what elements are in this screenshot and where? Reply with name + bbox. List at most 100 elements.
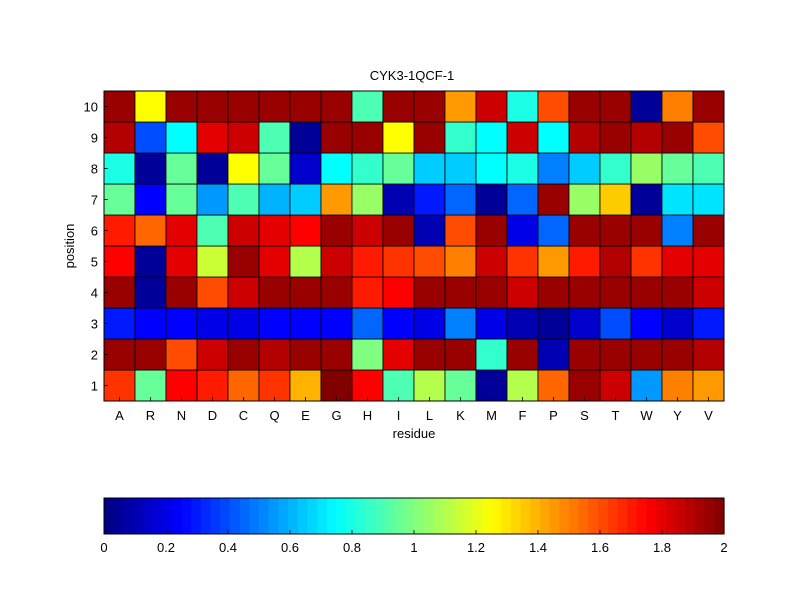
heatmap-cell [444, 214, 477, 247]
heatmap-cell [444, 90, 477, 123]
heatmap-cell [506, 90, 539, 123]
colorbar-segment [443, 498, 454, 534]
colorbar-segment [452, 498, 464, 534]
heatmap-cell [599, 338, 632, 371]
y-tick-label: 7 [91, 193, 98, 208]
heatmap-cell [227, 214, 260, 247]
heatmap-cell [196, 152, 229, 185]
heatmap-cell [506, 152, 539, 185]
colorbar-segment [665, 498, 677, 534]
heatmap-cell [661, 121, 694, 154]
colorbar-segment [656, 498, 667, 534]
heatmap-cell [165, 121, 198, 154]
heatmap-cell [537, 121, 570, 154]
heatmap-cell [258, 152, 291, 185]
heatmap-cell [134, 338, 167, 371]
heatmap-cell [537, 183, 570, 216]
heatmap-cell [320, 121, 353, 154]
x-tick-label: N [177, 408, 186, 423]
colorbar-segment [433, 498, 444, 534]
heatmap-cell [351, 152, 384, 185]
colorbar-segment [191, 498, 202, 534]
heatmap-cell [630, 307, 663, 340]
heatmap-cell [661, 338, 694, 371]
x-tick-label: V [704, 408, 713, 423]
heatmap-cell [506, 276, 539, 309]
colorbar-segment [123, 498, 134, 534]
heatmap-cell [692, 276, 725, 309]
heatmap-cell [103, 183, 136, 216]
heatmap-cell [692, 152, 725, 185]
colorbar-segment [297, 498, 309, 534]
heatmap-cell [630, 245, 663, 278]
heatmap-cell [196, 369, 229, 402]
x-tick-label: G [331, 408, 341, 423]
heatmap-cell [630, 152, 663, 185]
colorbar-segment [278, 498, 289, 534]
colorbar-tick-label: 0.2 [157, 540, 175, 555]
colorbar-segment [384, 498, 396, 534]
heatmap-cell [351, 369, 384, 402]
heatmap-cell [165, 183, 198, 216]
heatmap-cell [103, 152, 136, 185]
heatmap-cell [258, 338, 291, 371]
heatmap-cell [134, 245, 167, 278]
colorbar-segment [539, 498, 551, 534]
heatmap-cell [537, 214, 570, 247]
colorbar-segment [578, 498, 589, 534]
heatmap-cell [289, 121, 322, 154]
heatmap-cell [103, 307, 136, 340]
heatmap-cell [258, 307, 291, 340]
heatmap-cell [382, 152, 415, 185]
heatmap-cell [103, 338, 136, 371]
colorbar-segment [259, 498, 270, 534]
heatmap-cell [134, 214, 167, 247]
colorbar-tick-labels: 0 0.2 0.4 0.6 0.8 1 1.2 1.4 1.6 1.8 2 [100, 530, 728, 555]
heatmap-cell [258, 245, 291, 278]
y-tick-label: 5 [91, 255, 98, 270]
colorbar-segment [113, 498, 124, 534]
heatmap-cell [661, 307, 694, 340]
heatmap-cell [475, 183, 508, 216]
heatmap-cell [413, 369, 446, 402]
heatmap-cell [568, 121, 601, 154]
heatmap-cell [630, 369, 663, 402]
colorbar-segment [239, 498, 250, 534]
y-tick-label: 2 [91, 348, 98, 363]
heatmap-cell [506, 369, 539, 402]
heatmap-cell [568, 90, 601, 123]
colorbar-segment [704, 498, 715, 534]
heatmap-cell [568, 183, 601, 216]
heatmap-cell [568, 152, 601, 185]
heatmap-cell [661, 90, 694, 123]
heatmap-cell [382, 214, 415, 247]
heatmap-cell [661, 276, 694, 309]
colorbar-segment [549, 498, 560, 534]
heatmap-cell [599, 276, 632, 309]
heatmap-cell [444, 152, 477, 185]
heatmap-cell [351, 276, 384, 309]
y-tick-label: 8 [91, 162, 98, 177]
y-tick-label: 1 [91, 379, 98, 394]
colorbar-segment [694, 498, 706, 534]
heatmap-cell [692, 183, 725, 216]
x-tick-label: T [612, 408, 620, 423]
colorbar-segment [559, 498, 570, 534]
heatmap-cell [351, 338, 384, 371]
colorbar-tick-label: 1.8 [653, 540, 671, 555]
heatmap-cell [289, 90, 322, 123]
colorbar-segment [307, 498, 318, 534]
y-tick-label: 9 [91, 131, 98, 146]
heatmap-cell [568, 338, 601, 371]
x-tick-label: E [301, 408, 310, 423]
heatmap-cell [599, 183, 632, 216]
heatmap-cell [537, 90, 570, 123]
heatmap-cell [506, 183, 539, 216]
heatmap-cell [599, 307, 632, 340]
heatmap-cell [351, 183, 384, 216]
colorbar-segment [569, 498, 580, 534]
heatmap-cell [320, 214, 353, 247]
heatmap-cell [661, 369, 694, 402]
heatmap-cell [227, 90, 260, 123]
